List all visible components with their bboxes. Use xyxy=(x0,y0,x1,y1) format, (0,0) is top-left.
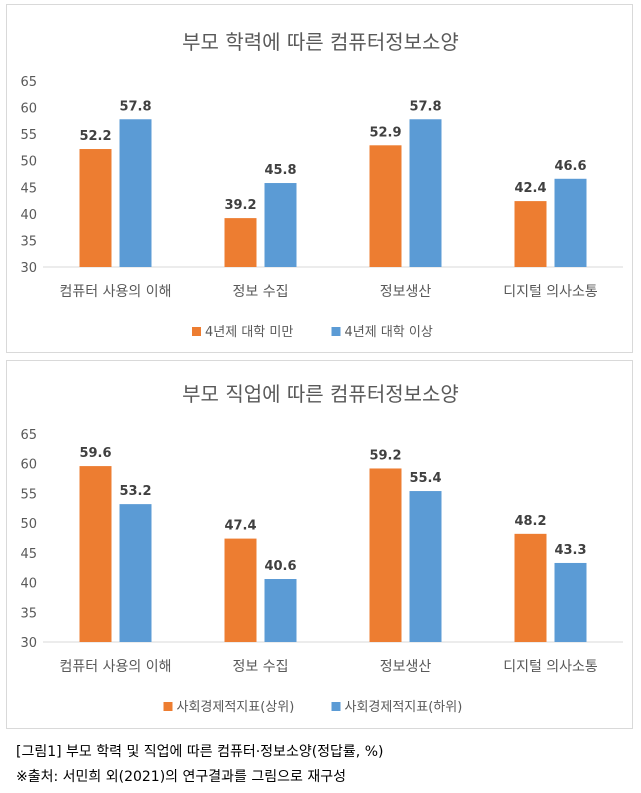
data-label: 45.8 xyxy=(264,163,296,178)
y-tick-label: 45 xyxy=(20,181,37,196)
bar-series-b xyxy=(554,178,587,267)
data-label: 52.9 xyxy=(369,125,401,140)
data-label: 52.2 xyxy=(79,129,111,144)
legend-swatch xyxy=(331,327,341,336)
bar-series-b xyxy=(554,562,587,642)
data-label: 55.4 xyxy=(409,471,441,486)
legend-swatch xyxy=(163,702,173,711)
data-label: 59.2 xyxy=(369,448,401,463)
data-label: 39.2 xyxy=(224,198,256,213)
category-label: 디지털 의사소통 xyxy=(503,284,598,300)
legend-swatch xyxy=(192,327,201,336)
category-label: 정보생산 xyxy=(380,284,432,300)
y-tick-label: 45 xyxy=(20,547,37,562)
bar-series-a xyxy=(224,538,257,642)
y-tick-label: 65 xyxy=(20,428,37,443)
category-label: 정보 수집 xyxy=(233,284,289,300)
chart-title: 부모 학력에 따른 컴퓨터정보소양 xyxy=(182,30,459,54)
category-label: 컴퓨터 사용의 이해 xyxy=(60,284,172,300)
bar-series-a xyxy=(224,218,257,267)
data-label: 43.3 xyxy=(554,543,586,558)
legend-label: 4년제 대학 이상 xyxy=(345,325,433,340)
y-tick-label: 50 xyxy=(20,517,37,532)
data-label: 59.6 xyxy=(79,446,111,461)
bar-series-a xyxy=(369,145,402,267)
chart-occupation: 부모 직업에 따른 컴퓨터정보소양 30 35 40 45 50 55 60 65 컴퓨터 사용의… xyxy=(20,382,623,715)
data-label: 40.6 xyxy=(264,559,296,574)
figure-caption: [그림1] 부모 학력 및 직업에 따른 컴퓨터·정보소양(정답률, %) xyxy=(16,744,384,760)
category-label: 정보 수집 xyxy=(233,659,289,675)
y-tick-label: 55 xyxy=(20,128,37,143)
bar-series-b xyxy=(409,491,442,642)
bar-series-a xyxy=(369,468,402,642)
data-label: 57.8 xyxy=(119,99,151,114)
category-label: 컴퓨터 사용의 이해 xyxy=(60,659,172,675)
bar-series-b xyxy=(119,119,152,268)
y-tick-label: 50 xyxy=(20,155,37,170)
legend-label: 사회경제적지표(상위) xyxy=(177,700,295,715)
bar-series-b xyxy=(264,183,297,267)
bar-series-a xyxy=(79,466,112,642)
data-label: 46.6 xyxy=(554,159,586,174)
data-label: 53.2 xyxy=(119,484,151,499)
source-caption: ※출처: 서민희 외(2021)의 연구결과를 그림으로 재구성 xyxy=(16,769,346,785)
y-tick-label: 65 xyxy=(20,75,37,90)
y-tick-label: 60 xyxy=(20,102,37,117)
chart-panel-occupation: 부모 직업에 따른 컴퓨터정보소양 30 35 40 45 50 55 60 65 컴퓨터 사용의… xyxy=(6,360,633,729)
bar-series-b xyxy=(409,119,442,268)
category-label: 디지털 의사소통 xyxy=(503,659,598,675)
y-tick-label: 30 xyxy=(20,261,37,276)
data-label: 48.2 xyxy=(514,514,546,529)
legend-label: 4년제 대학 미만 xyxy=(205,325,293,340)
bar-series-b xyxy=(264,579,297,642)
y-tick-label: 55 xyxy=(20,487,37,502)
bar-series-a xyxy=(79,149,112,267)
category-label: 정보생산 xyxy=(380,659,432,675)
legend-label: 사회경제적지표(하위) xyxy=(345,700,463,715)
y-tick-label: 35 xyxy=(20,234,37,249)
data-label: 42.4 xyxy=(514,181,546,196)
bar-series-a xyxy=(514,201,547,267)
chart-title: 부모 직업에 따른 컴퓨터정보소양 xyxy=(182,382,459,406)
y-tick-label: 40 xyxy=(20,208,37,223)
y-tick-label: 30 xyxy=(20,636,37,651)
chart-education: 부모 학력에 따른 컴퓨터정보소양 30 35 40 45 50 55 60 65 컴퓨터 사용의… xyxy=(20,30,623,340)
bar-series-b xyxy=(119,504,152,642)
data-label: 47.4 xyxy=(224,519,256,534)
chart-panel-education: 부모 학력에 따른 컴퓨터정보소양 30 35 40 45 50 55 60 65 컴퓨터 사용의… xyxy=(6,4,633,353)
bar-series-a xyxy=(514,533,547,642)
legend-swatch xyxy=(331,702,341,711)
y-tick-label: 40 xyxy=(20,577,37,592)
y-tick-label: 35 xyxy=(20,606,37,621)
y-tick-label: 60 xyxy=(20,458,37,473)
data-label: 57.8 xyxy=(409,99,441,114)
